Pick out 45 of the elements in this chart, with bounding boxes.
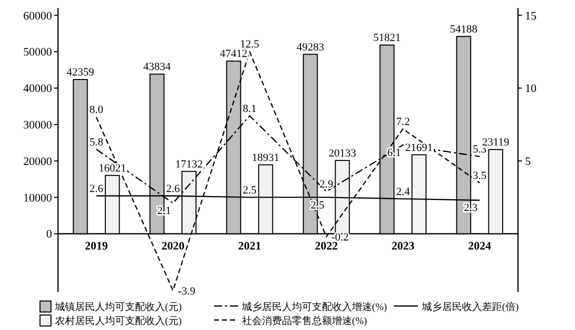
legend-label: 农村居民人均可支配收入(元) [55, 315, 182, 327]
y2-tick-label: 10 [525, 83, 537, 96]
data-label: 43834 [143, 61, 172, 74]
legend-label: 社会消费品零售总额增速(%) [242, 315, 367, 327]
data-label: 21691 [405, 142, 433, 154]
data-label: -3.9 [178, 286, 196, 298]
data-label: 23119 [482, 136, 510, 149]
y-tick-label: 10000 [23, 192, 52, 204]
y-tick-label: 0 [46, 228, 52, 241]
y-tick-label: 50000 [23, 46, 52, 59]
data-label: 12.5 [240, 38, 260, 51]
y-tick-label: 30000 [23, 120, 52, 132]
data-label: 51821 [373, 32, 401, 44]
data-label: 49283 [296, 41, 325, 54]
data-label: 2.6 [89, 182, 104, 195]
data-label: 8.0 [89, 104, 104, 116]
data-label: 47412 [220, 48, 248, 60]
data-label: 17132 [175, 158, 203, 170]
data-label: 20133 [328, 147, 357, 160]
data-label: 2.9 [319, 178, 334, 191]
y-tick-label: 40000 [23, 83, 52, 96]
y-tick-label: 60000 [23, 10, 52, 22]
y2-tick-label: 15 [525, 10, 537, 22]
y2-tick-label: 5 [525, 156, 531, 168]
data-label: 18931 [252, 152, 280, 164]
legend-label: 城镇居民人均可支配收入(元) [54, 301, 182, 313]
data-label: 5.8 [89, 136, 104, 148]
data-label: 16021 [98, 162, 126, 174]
legend-label: 城乡居民人均可支配收入增速(%) [241, 301, 387, 313]
data-label: 54188 [450, 23, 478, 36]
x-tick-label: 2020 [162, 240, 185, 253]
data-label: 8.1 [242, 102, 257, 115]
data-label: 2.6 [166, 182, 180, 195]
x-tick-label: 2024 [468, 240, 492, 253]
legend-label: 城乡居民收入差距(倍) [421, 301, 519, 313]
x-tick-label: 2023 [392, 240, 415, 253]
y-tick-label: 20000 [23, 156, 52, 168]
data-label: 7.2 [396, 116, 410, 128]
data-label: 3.5 [472, 170, 488, 182]
x-tick-label: 2022 [314, 240, 338, 253]
data-label: 42359 [66, 66, 95, 79]
x-tick-label: 2021 [238, 240, 262, 253]
x-tick-label: 2019 [84, 240, 108, 253]
data-label: 2.5 [242, 184, 258, 196]
data-label: 2.4 [396, 186, 410, 198]
